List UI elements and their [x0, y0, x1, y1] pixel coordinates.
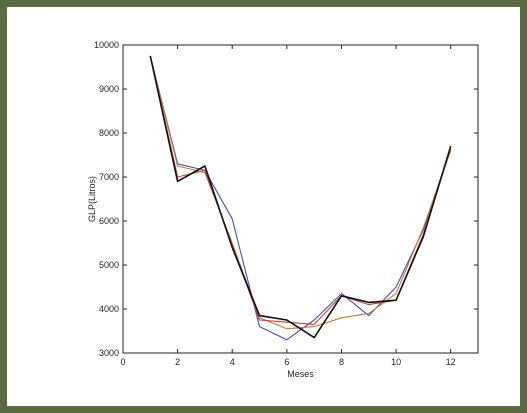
x-axis: 0 2 4 6 8 10 12	[120, 45, 456, 367]
x-tick-label: 8	[339, 357, 344, 367]
x-tick-label: 12	[446, 357, 456, 367]
y-tick-label: 6000	[99, 216, 119, 226]
x-tick-label: 0	[120, 357, 125, 367]
x-tick-label: 2	[175, 357, 180, 367]
y-tick-label: 7000	[99, 172, 119, 182]
x-tick-label: 4	[230, 357, 235, 367]
y-tick-label: 9000	[99, 84, 119, 94]
y-axis: 3000 4000 5000 6000 7000 8000 9000 10000	[94, 40, 478, 358]
x-tick-label: 10	[391, 357, 401, 367]
x-tick-label: 6	[284, 357, 289, 367]
y-tick-label: 10000	[94, 40, 119, 50]
series-line-4	[149, 55, 452, 339]
plot-area	[122, 44, 479, 354]
y-tick-label: 4000	[99, 304, 119, 314]
x-axis-label: Meses	[287, 369, 314, 379]
y-tick-label: 5000	[99, 260, 119, 270]
y-axis-label: GLP(Litros)	[87, 176, 97, 222]
y-tick-label: 8000	[99, 128, 119, 138]
series-lines	[149, 55, 452, 341]
y-tick-label: 3000	[99, 348, 119, 358]
